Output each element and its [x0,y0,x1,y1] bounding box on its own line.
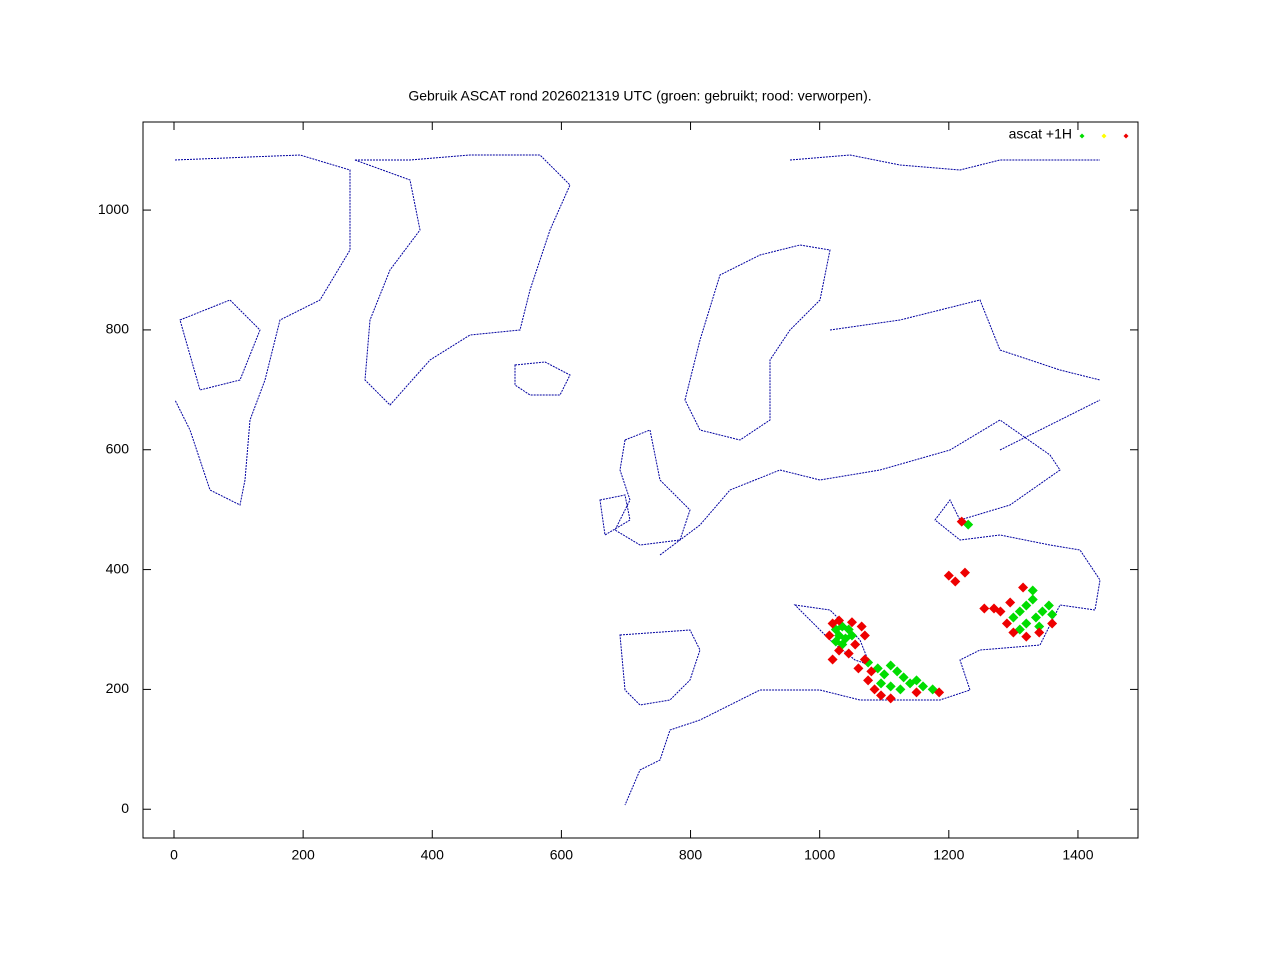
legend-marker [1123,133,1129,139]
data-point [1027,585,1038,596]
coastlines [174,154,1101,806]
y-tick-label: 800 [106,321,130,337]
data-point [859,630,870,641]
data-point [824,630,835,641]
data-point [866,666,877,677]
data-point [856,621,867,632]
data-point [846,630,857,641]
y-tick-label: 400 [106,560,130,576]
data-point [853,663,864,674]
data-point [834,645,845,656]
x-tick-label: 1400 [1062,847,1093,863]
data-point [885,681,896,692]
data-point [1021,600,1032,611]
coastline [789,154,1101,451]
legend-marker [1079,133,1085,139]
x-tick-label: 400 [421,847,445,863]
x-tick-label: 1000 [804,847,835,863]
y-tick-label: 600 [106,440,130,456]
data-point [1047,618,1058,629]
data-point [911,687,922,698]
data-point [1043,600,1054,611]
coastline [619,604,871,706]
data-point [1014,606,1025,617]
x-tick-label: 600 [550,847,574,863]
data-point [917,681,928,692]
coastline [354,154,571,406]
data-point [979,603,990,614]
data-point [1034,627,1045,638]
data-point [859,654,870,665]
data-point [1005,597,1016,608]
data-point [959,567,970,578]
data-point [1008,612,1019,623]
y-tick-label: 1000 [98,201,129,217]
data-point [1037,606,1048,617]
plot-frame [142,121,1139,839]
coastline [624,419,1101,806]
data-point [1021,618,1032,629]
x-tick-label: 200 [291,847,315,863]
y-tick-label: 0 [121,800,129,816]
data-point [1001,618,1012,629]
data-point [869,684,880,695]
data-point [943,570,954,581]
data-point [1047,609,1058,620]
data-point [934,687,945,698]
data-point [885,660,896,671]
data-point [898,672,909,683]
data-point [892,666,903,677]
data-point [863,675,874,686]
data-point [1018,582,1029,593]
data-point [1034,621,1045,632]
coastline [174,154,351,506]
x-tick-label: 1200 [933,847,964,863]
data-point [834,615,845,626]
data-point [876,678,887,689]
data-point [956,516,967,527]
data-point [830,636,841,647]
data-point [1008,627,1019,638]
data-point [827,654,838,665]
coastline [514,361,571,396]
data-point [911,675,922,686]
x-tick-label: 800 [679,847,703,863]
x-tick-label: 0 [170,847,178,863]
data-point [850,639,861,650]
chart-title: Gebruik ASCAT rond 2026021319 UTC (groen… [408,88,871,104]
data-point [895,684,906,695]
data-point [1021,631,1032,642]
data-point [1027,594,1038,605]
data-point [843,648,854,659]
coastline [684,244,831,441]
data-point [879,669,890,680]
legend-marker [1101,133,1107,139]
y-tick-label: 200 [106,680,130,696]
data-point [876,690,887,701]
coastline [599,429,691,546]
data-point [1030,612,1041,623]
data-point [846,617,857,628]
data-point [885,693,896,704]
data-point [989,603,1000,614]
legend-label: ascat +1H [1009,126,1072,142]
data-point [950,576,961,587]
